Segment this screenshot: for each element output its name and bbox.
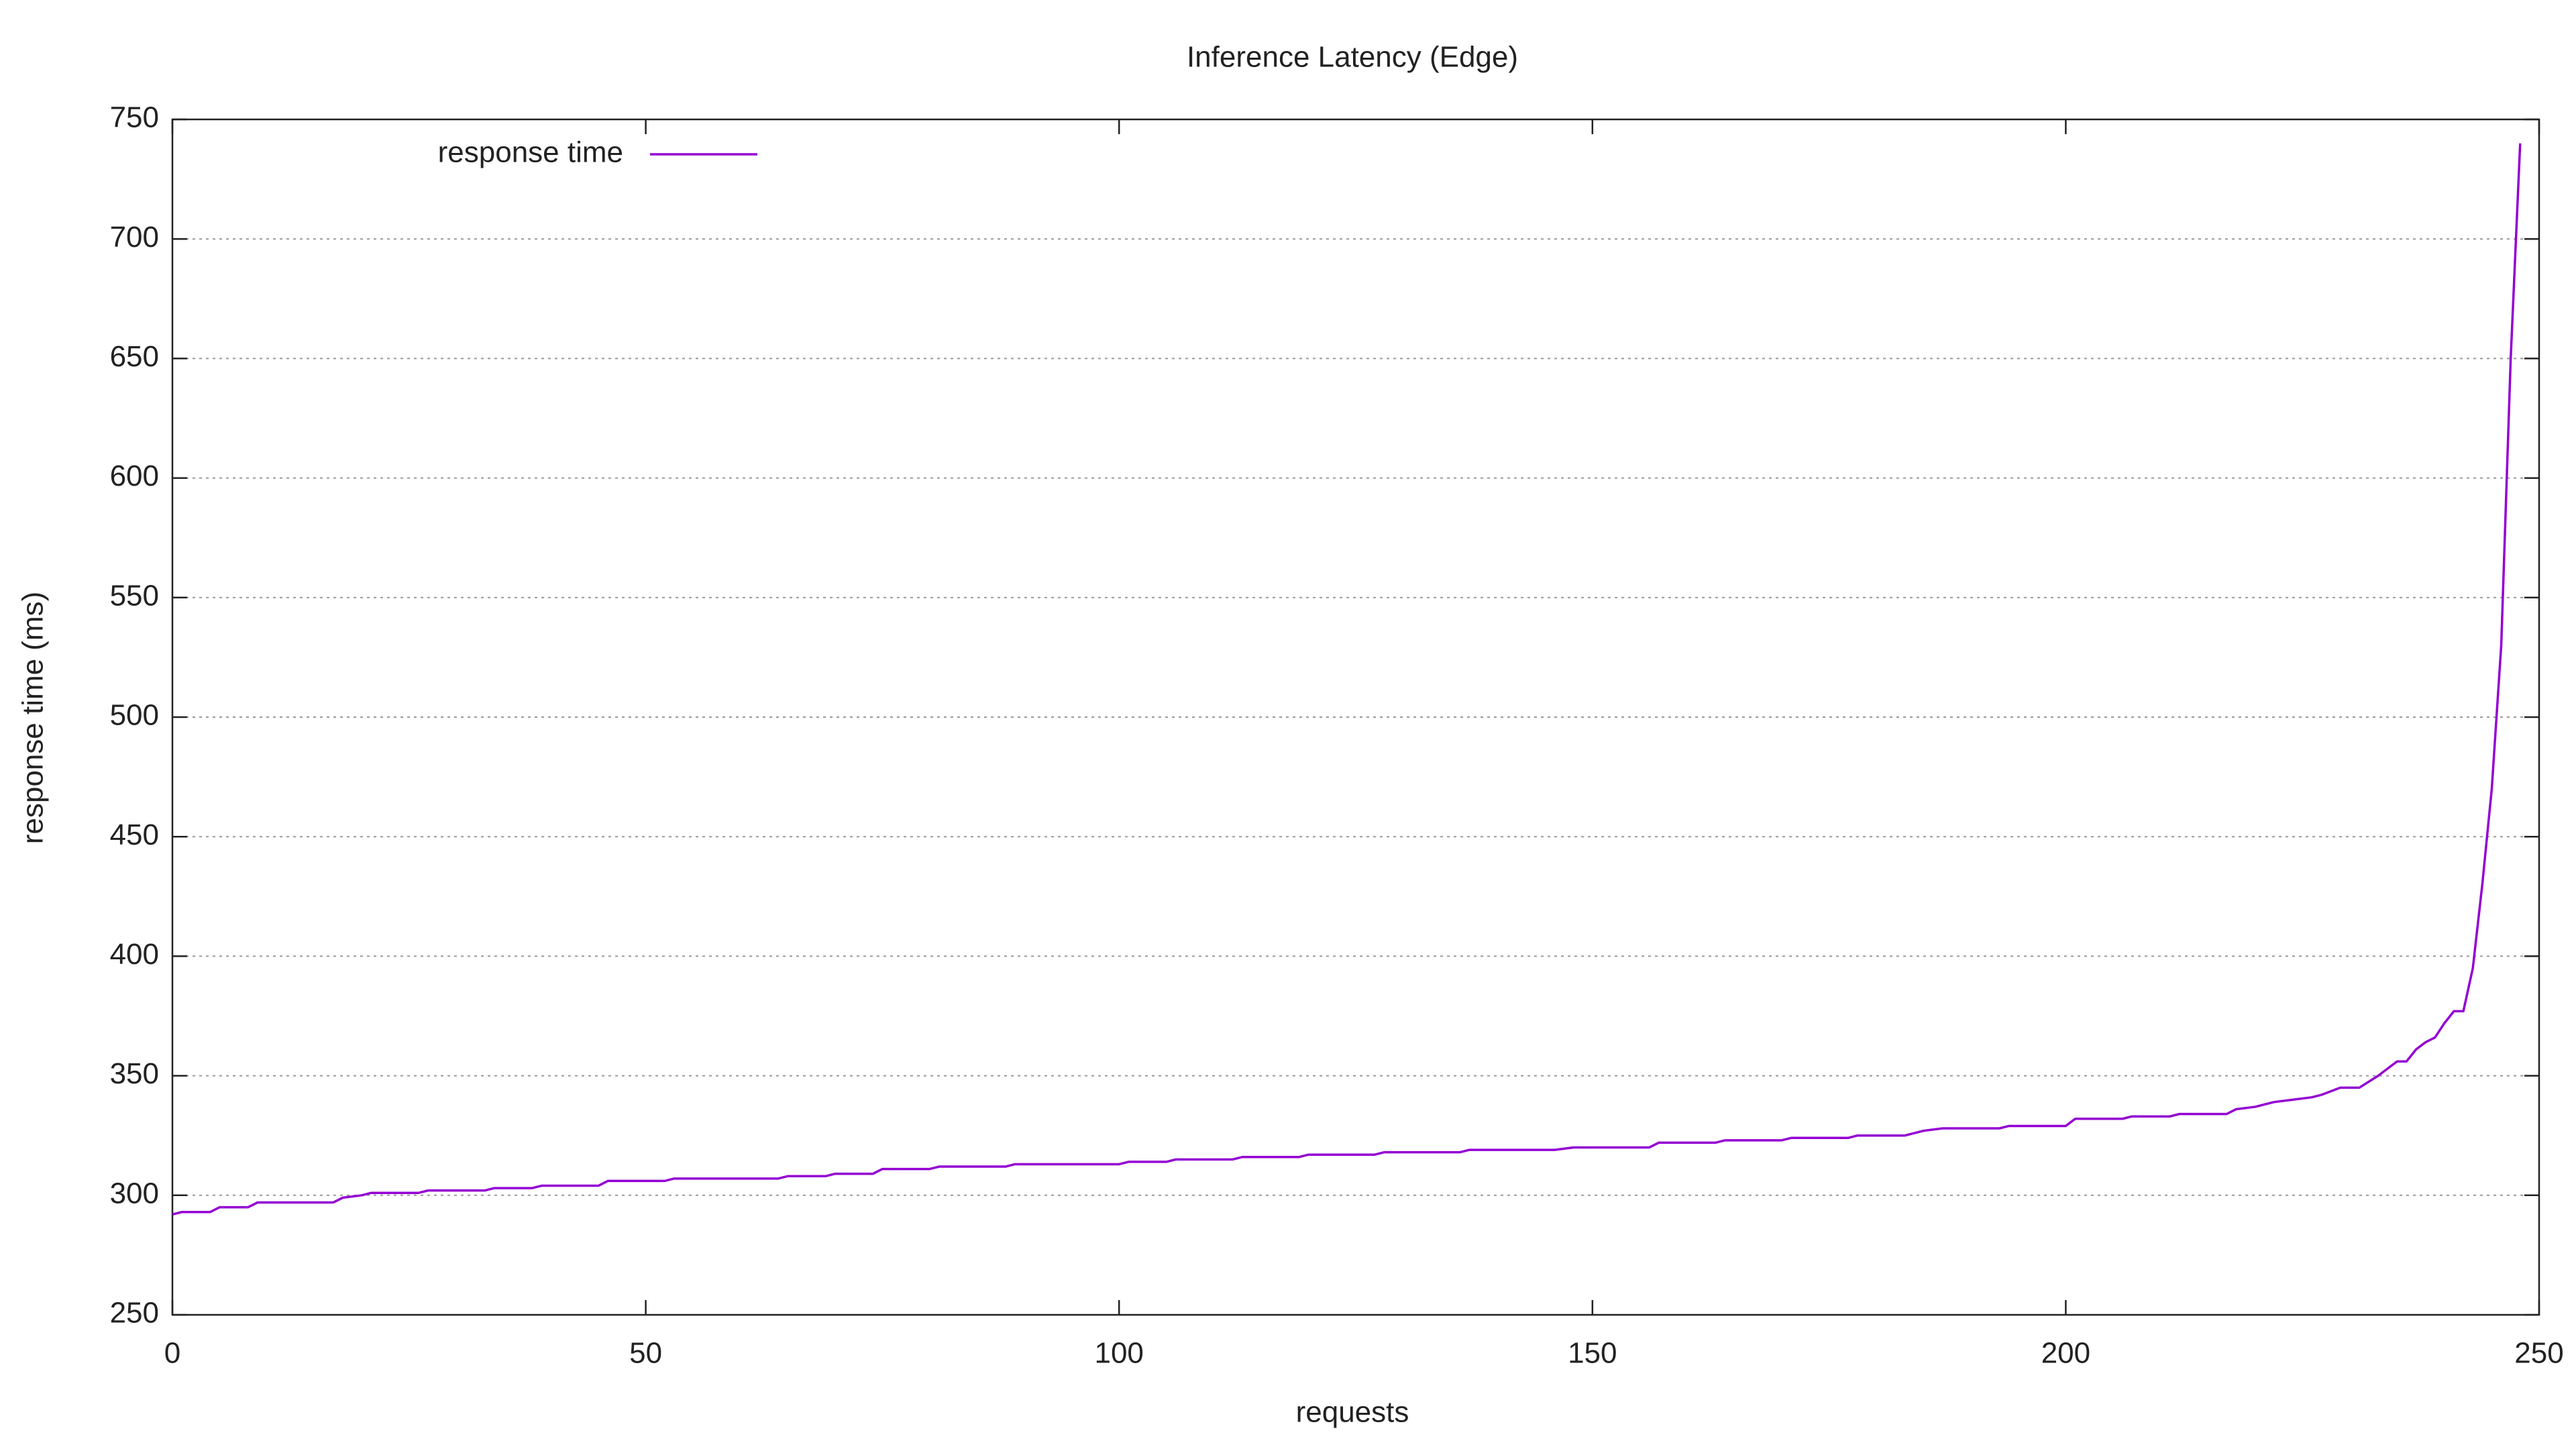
y-tick-label: 350 (110, 1057, 159, 1090)
y-tick-label: 400 (110, 938, 159, 971)
y-tick-label: 500 (110, 699, 159, 732)
y-tick-label: 750 (110, 101, 159, 134)
x-tick-label: 0 (164, 1337, 180, 1370)
y-tick-label: 300 (110, 1177, 159, 1210)
y-axis-label: response time (ms) (17, 592, 50, 845)
legend-label: response time (438, 136, 623, 169)
chart-title: Inference Latency (Edge) (1187, 41, 1518, 74)
y-tick-label: 650 (110, 340, 159, 373)
x-tick-label: 100 (1094, 1337, 1143, 1370)
y-tick-label: 250 (110, 1297, 159, 1330)
y-tick-label: 550 (110, 579, 159, 612)
x-tick-label: 250 (2514, 1337, 2563, 1370)
y-tick-label: 450 (110, 818, 159, 851)
y-tick-label: 600 (110, 460, 159, 492)
y-tick-label: 700 (110, 221, 159, 254)
x-tick-label: 200 (2041, 1337, 2090, 1370)
x-axis-label: requests (1296, 1396, 1409, 1429)
x-tick-label: 150 (1568, 1337, 1617, 1370)
plot-frame (171, 118, 2540, 1316)
data-line (172, 143, 2522, 1216)
x-tick-label: 50 (629, 1337, 662, 1370)
